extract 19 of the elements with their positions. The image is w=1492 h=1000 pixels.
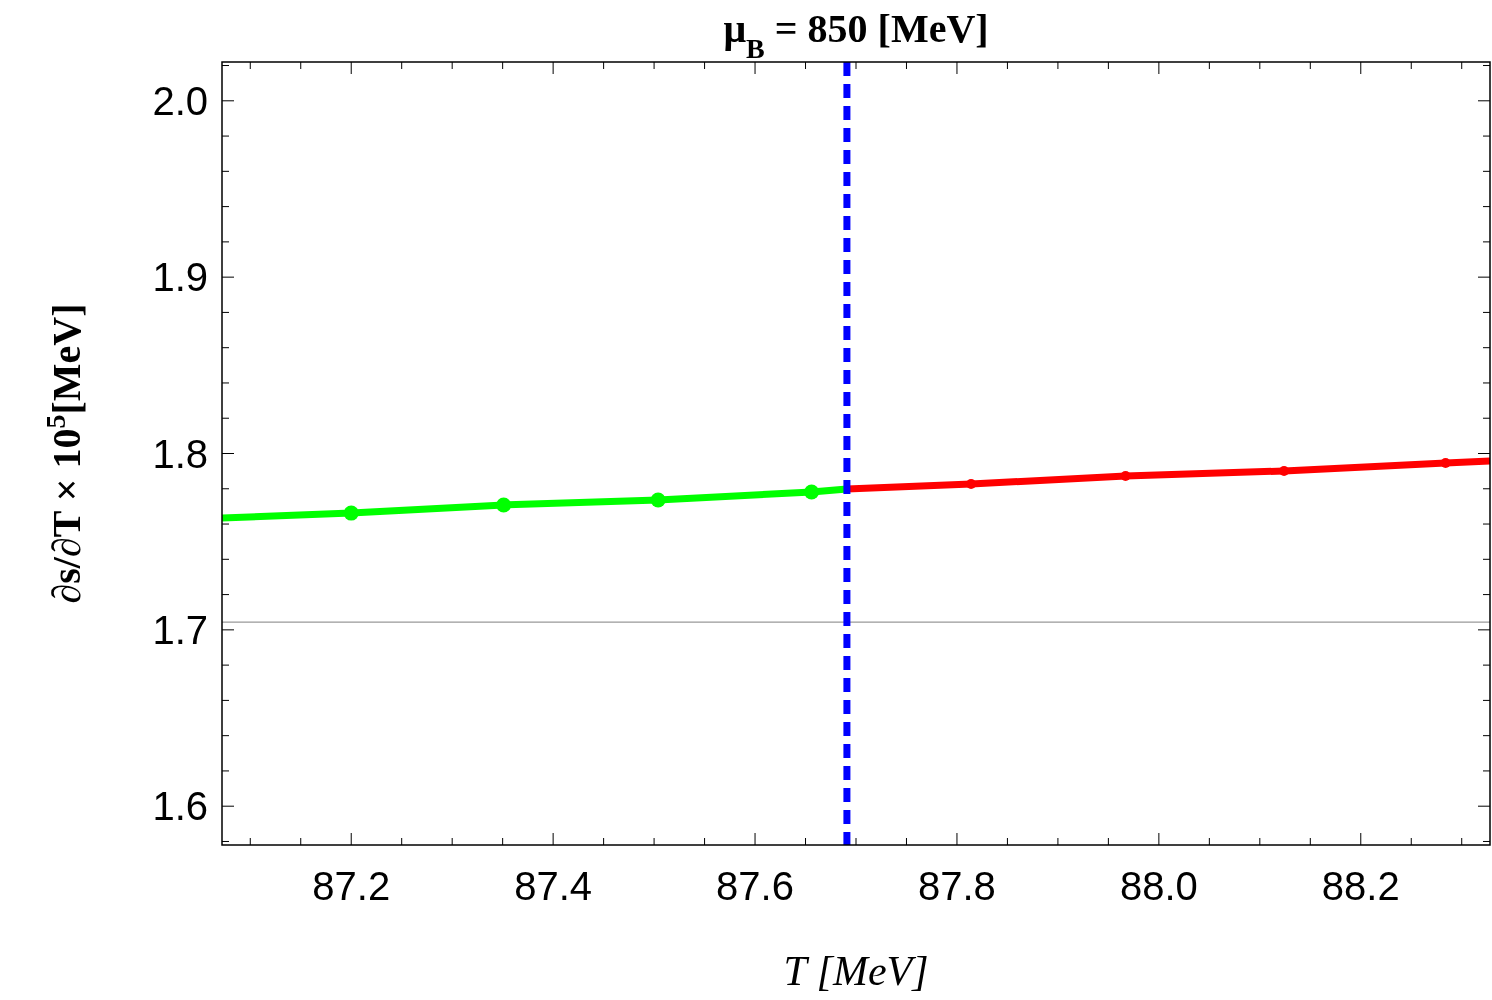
point — [1120, 471, 1131, 482]
x-tick-label: 88.0 — [1119, 864, 1198, 908]
x-tick-label: 88.2 — [1321, 864, 1400, 908]
x-tick-label: 87.8 — [918, 864, 996, 908]
y-tick-label: 1.6 — [152, 784, 208, 829]
x-tick-label: 87.4 — [514, 864, 593, 908]
y-tick-label: 1.8 — [152, 431, 208, 476]
point — [1440, 458, 1451, 469]
point — [343, 505, 359, 521]
point — [496, 497, 512, 513]
y-tick-label: 2.0 — [152, 78, 208, 123]
x-tick-label: 87.2 — [312, 864, 391, 908]
x-axis-title: T [MeV] — [783, 948, 929, 994]
chart-title: μ$_{B}$ = 850 [MeV] — [723, 6, 989, 64]
x-tick-label: 87.6 — [716, 864, 794, 908]
y-tick-label: 1.7 — [152, 607, 208, 652]
point — [650, 492, 666, 508]
point — [804, 484, 820, 500]
y-tick-label: 1.9 — [152, 255, 208, 300]
